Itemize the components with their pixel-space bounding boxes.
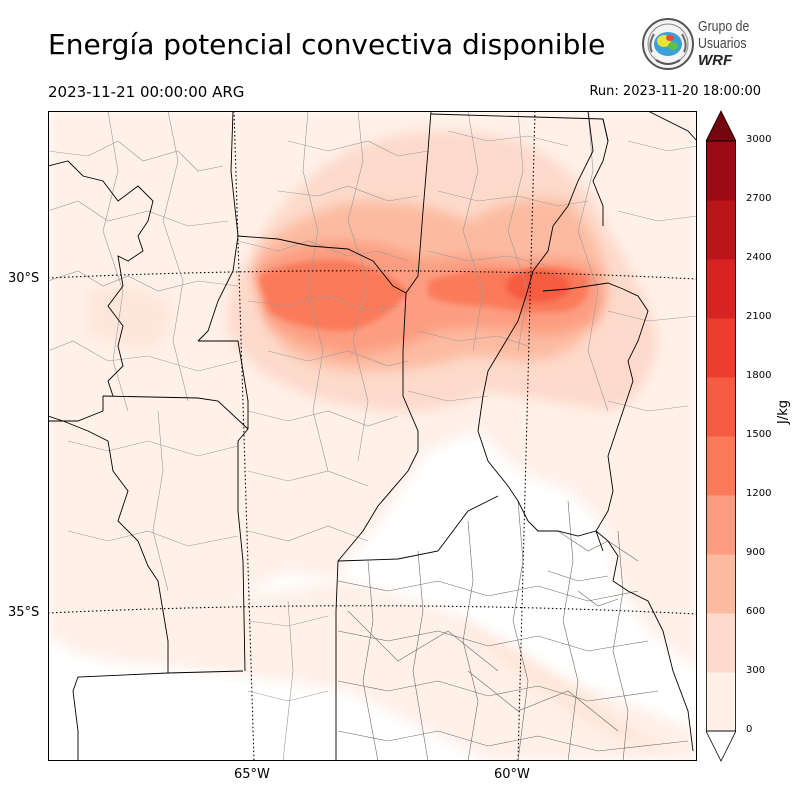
colorbar-band bbox=[706, 672, 736, 732]
lat-label-30s: 30°S bbox=[8, 271, 40, 286]
colorbar-tick-label: 0 bbox=[746, 724, 753, 735]
colorbar bbox=[706, 110, 736, 762]
logo-line-1: Grupo de bbox=[698, 18, 750, 35]
colorbar-tick-label: 3000 bbox=[746, 134, 772, 145]
district-boundaries bbox=[48, 111, 697, 761]
run-time: Run: 2023-11-20 18:00:00 bbox=[589, 84, 761, 99]
colorbar-tick-label: 900 bbox=[746, 547, 766, 558]
province-borders bbox=[48, 111, 697, 761]
map-frame bbox=[48, 111, 697, 761]
colorbar-tick-label: 1500 bbox=[746, 429, 772, 440]
colorbar-tick-label: 300 bbox=[746, 665, 766, 676]
chart-title: Energía potencial convectiva disponible bbox=[48, 28, 606, 61]
colorbar-band bbox=[706, 141, 736, 201]
graticule bbox=[48, 111, 697, 761]
colorbar-tick-label: 2400 bbox=[746, 252, 772, 263]
buenos-aires-districts bbox=[337, 500, 689, 761]
lon-label-65w: 65°W bbox=[234, 767, 270, 782]
colorbar-outline bbox=[706, 140, 736, 732]
colorbar-tick-label: 1800 bbox=[746, 370, 772, 381]
colorbar-label: J/kg bbox=[776, 400, 791, 424]
valid-time: 2023-11-21 00:00:00 ARG bbox=[48, 83, 245, 101]
colorbar-band bbox=[706, 259, 736, 319]
cape-map bbox=[48, 111, 697, 761]
wrf-logo: Grupo de Usuarios WRF bbox=[640, 16, 760, 72]
colorbar-band bbox=[706, 318, 736, 378]
colorbar-band bbox=[706, 554, 736, 614]
colorbar-band bbox=[706, 377, 736, 437]
colorbar-tick-label: 2100 bbox=[746, 311, 772, 322]
colorbar-band bbox=[706, 436, 736, 496]
colorbar-tick-label: 600 bbox=[746, 606, 766, 617]
wrf-group-seal-icon bbox=[642, 18, 694, 70]
logo-line-2: Usuarios bbox=[698, 35, 747, 52]
colorbar-band bbox=[706, 200, 736, 260]
logo-line-3: WRF bbox=[698, 52, 733, 69]
colorbar-band bbox=[706, 495, 736, 555]
colorbar-extend-max bbox=[706, 110, 736, 142]
lat-label-35s: 35°S bbox=[8, 605, 40, 620]
lon-label-60w: 60°W bbox=[494, 767, 530, 782]
colorbar-band bbox=[706, 613, 736, 673]
cape-level-1500-1800 bbox=[506, 270, 570, 302]
colorbar-tick-label: 1200 bbox=[746, 488, 772, 499]
colorbar-tick-label: 2700 bbox=[746, 193, 772, 204]
colorbar-extend-min bbox=[706, 730, 736, 762]
